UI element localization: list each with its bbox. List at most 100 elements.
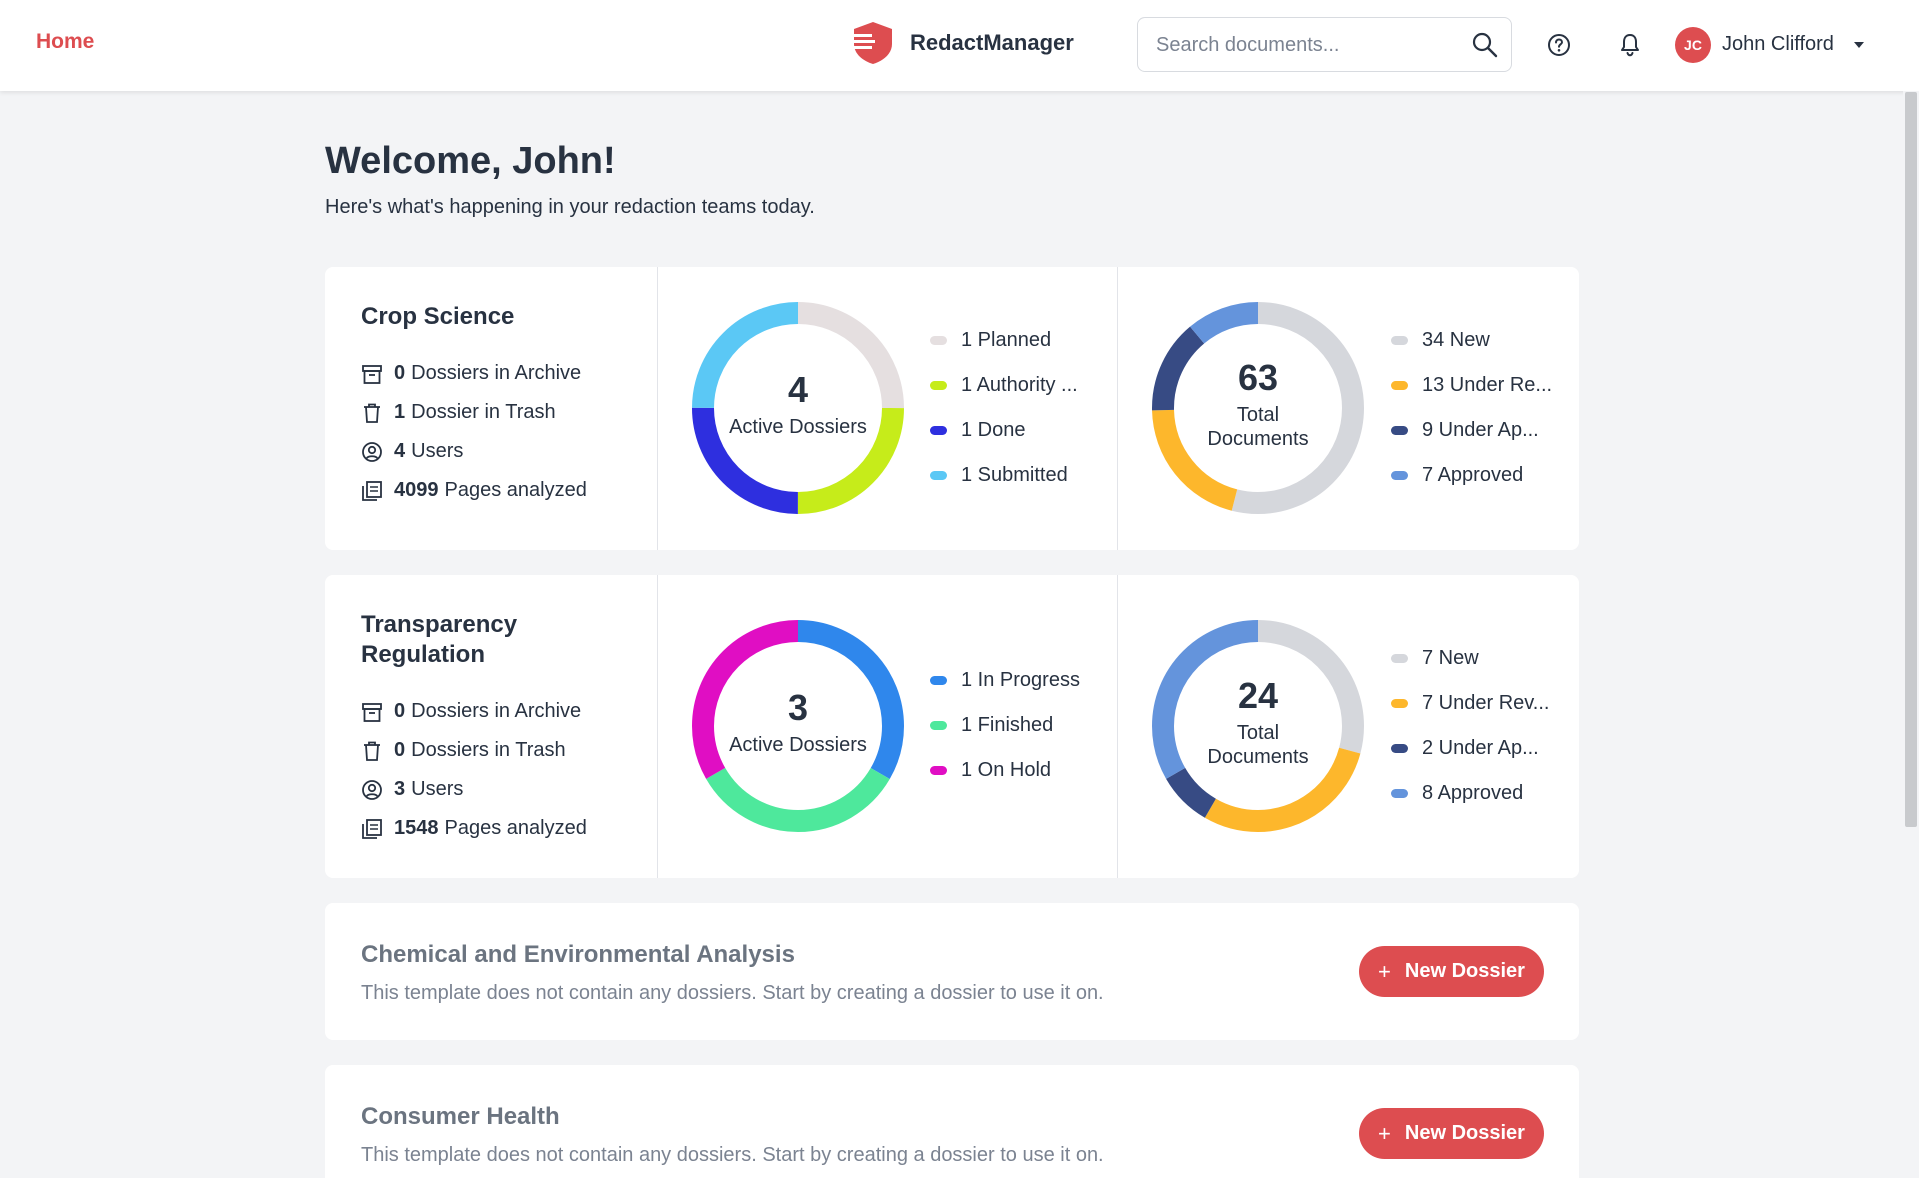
documents-donut-chart [1152,302,1364,514]
new-dossier-button[interactable]: + New Dossier [1359,1108,1544,1159]
bell-icon[interactable] [1615,30,1645,60]
dossiers-donut-center: 4 Active Dossiers [708,369,888,439]
stat-label: Users [411,440,464,462]
dossiers-donut-chart [692,302,904,514]
documents-donut-center: 24 Total Documents [1168,675,1348,769]
stat-count: 0 [394,362,406,384]
legend-label: 34 New [1422,329,1490,351]
card-divider [657,575,658,878]
new-dossier-label: New Dossier [1404,960,1525,982]
legend-item[interactable]: 8 Approved [1391,782,1523,805]
legend-item[interactable]: 1 Done [930,419,1026,442]
page-subtitle: Here's what's happening in your redactio… [325,196,815,218]
stat-label: Dossier in Trash [411,401,556,423]
stat-users: 3 Users [361,778,463,801]
stat-label: Users [411,778,464,800]
legend-label: 1 Finished [961,714,1054,736]
stat-count: 1548 [394,817,439,839]
legend-item[interactable]: 7 Approved [1391,464,1523,487]
team-card[interactable]: Crop Science 0 Dossiers in Archive 1 Dos… [325,267,1579,550]
donut-segment[interactable] [1152,302,1364,514]
help-icon[interactable] [1544,30,1574,60]
total-documents-count: 24 [1237,675,1279,716]
legend-item[interactable]: 9 Under Ap... [1391,419,1539,442]
team-title[interactable]: Transparency Regulation [361,610,517,670]
scrollbar-thumb[interactable] [1905,92,1917,827]
legend-swatch [930,381,947,390]
stat-archive: 0 Dossiers in Archive [361,362,581,385]
legend-label: 1 Planned [961,329,1052,351]
donut-segment[interactable] [1152,302,1364,514]
team-card[interactable]: Transparency Regulation 0 Dossiers in Ar… [325,575,1579,878]
stat-count: 4099 [394,479,439,501]
legend-label: 1 Authority ... [961,374,1078,396]
shield-logo-icon [850,22,892,64]
brand[interactable]: RedactManager [850,20,1074,66]
trash-icon [364,403,380,423]
new-dossier-label: New Dossier [1404,1122,1525,1144]
active-dossiers-label: Active Dossiers [729,416,867,438]
legend-item[interactable]: 1 In Progress [930,669,1080,692]
team-title[interactable]: Crop Science [361,303,515,330]
donut-segment[interactable] [1152,620,1364,832]
legend-item[interactable]: 1 Planned [930,329,1051,352]
legend-label: 9 Under Ap... [1422,419,1539,441]
template-card: Consumer Health This template does not c… [325,1065,1579,1178]
documents-donut-center: 63 Total Documents [1168,357,1348,451]
legend-swatch [1391,744,1408,753]
total-documents-label: Total [1236,722,1280,744]
legend-item[interactable]: 7 New [1391,647,1479,670]
stat-count: 0 [394,739,406,761]
stat-users: 4 Users [361,440,463,463]
legend-item[interactable]: 1 Finished [930,714,1053,737]
donut-segment[interactable] [692,302,904,514]
legend-swatch [930,721,947,730]
stat-label: Pages analyzed [444,817,587,839]
donut-segment[interactable] [1152,620,1364,832]
legend-swatch [930,336,947,345]
home-link[interactable]: Home [36,30,95,53]
legend-swatch [930,426,947,435]
legend-item[interactable]: 13 Under Re... [1391,374,1552,397]
stat-label: Dossiers in Archive [411,362,582,384]
stat-count: 1 [394,401,406,423]
stat-pages: 4099 Pages analyzed [361,479,587,502]
user-name[interactable]: John Clifford [1722,33,1834,55]
card-divider [1117,575,1118,878]
legend-label: 1 Done [961,419,1026,441]
new-dossier-button[interactable]: + New Dossier [1359,946,1544,997]
legend-item[interactable]: 1 On Hold [930,759,1051,782]
trash-icon [364,741,380,761]
legend-item[interactable]: 7 Under Rev... [1391,692,1549,715]
stat-trash: 1 Dossier in Trash [361,401,556,424]
donut-segment[interactable] [692,620,904,832]
documents-donut-chart [1152,620,1364,832]
caret-down-icon[interactable] [1851,37,1867,53]
legend-label: 1 In Progress [961,669,1080,691]
donut-segment[interactable] [692,620,904,832]
search-input[interactable] [1156,30,1456,60]
avatar[interactable]: JC [1675,27,1711,63]
stat-trash: 0 Dossiers in Trash [361,739,566,762]
legend-item[interactable]: 1 Submitted [930,464,1068,487]
top-bar: Home RedactManager JC John Clifford [0,0,1919,91]
legend-label: 7 New [1422,647,1479,669]
legend-item[interactable]: 34 New [1391,329,1490,352]
search-box [1137,17,1512,72]
stat-label: Dossiers in Trash [411,739,566,761]
pages-icon [362,480,382,501]
stat-count: 3 [394,778,406,800]
search-icon[interactable] [1471,31,1499,59]
stat-count: 4 [394,440,406,462]
legend-swatch [930,766,947,775]
legend-swatch [1391,789,1408,798]
legend-item[interactable]: 2 Under Ap... [1391,737,1539,760]
donut-segment[interactable] [692,302,904,514]
legend-label: 1 Submitted [961,464,1068,486]
legend-label: 7 Under Rev... [1422,692,1550,714]
legend-swatch [1391,654,1408,663]
donut-segment[interactable] [692,302,904,514]
total-documents-count: 63 [1237,357,1279,398]
archive-icon [362,702,382,722]
legend-item[interactable]: 1 Authority ... [930,374,1078,397]
